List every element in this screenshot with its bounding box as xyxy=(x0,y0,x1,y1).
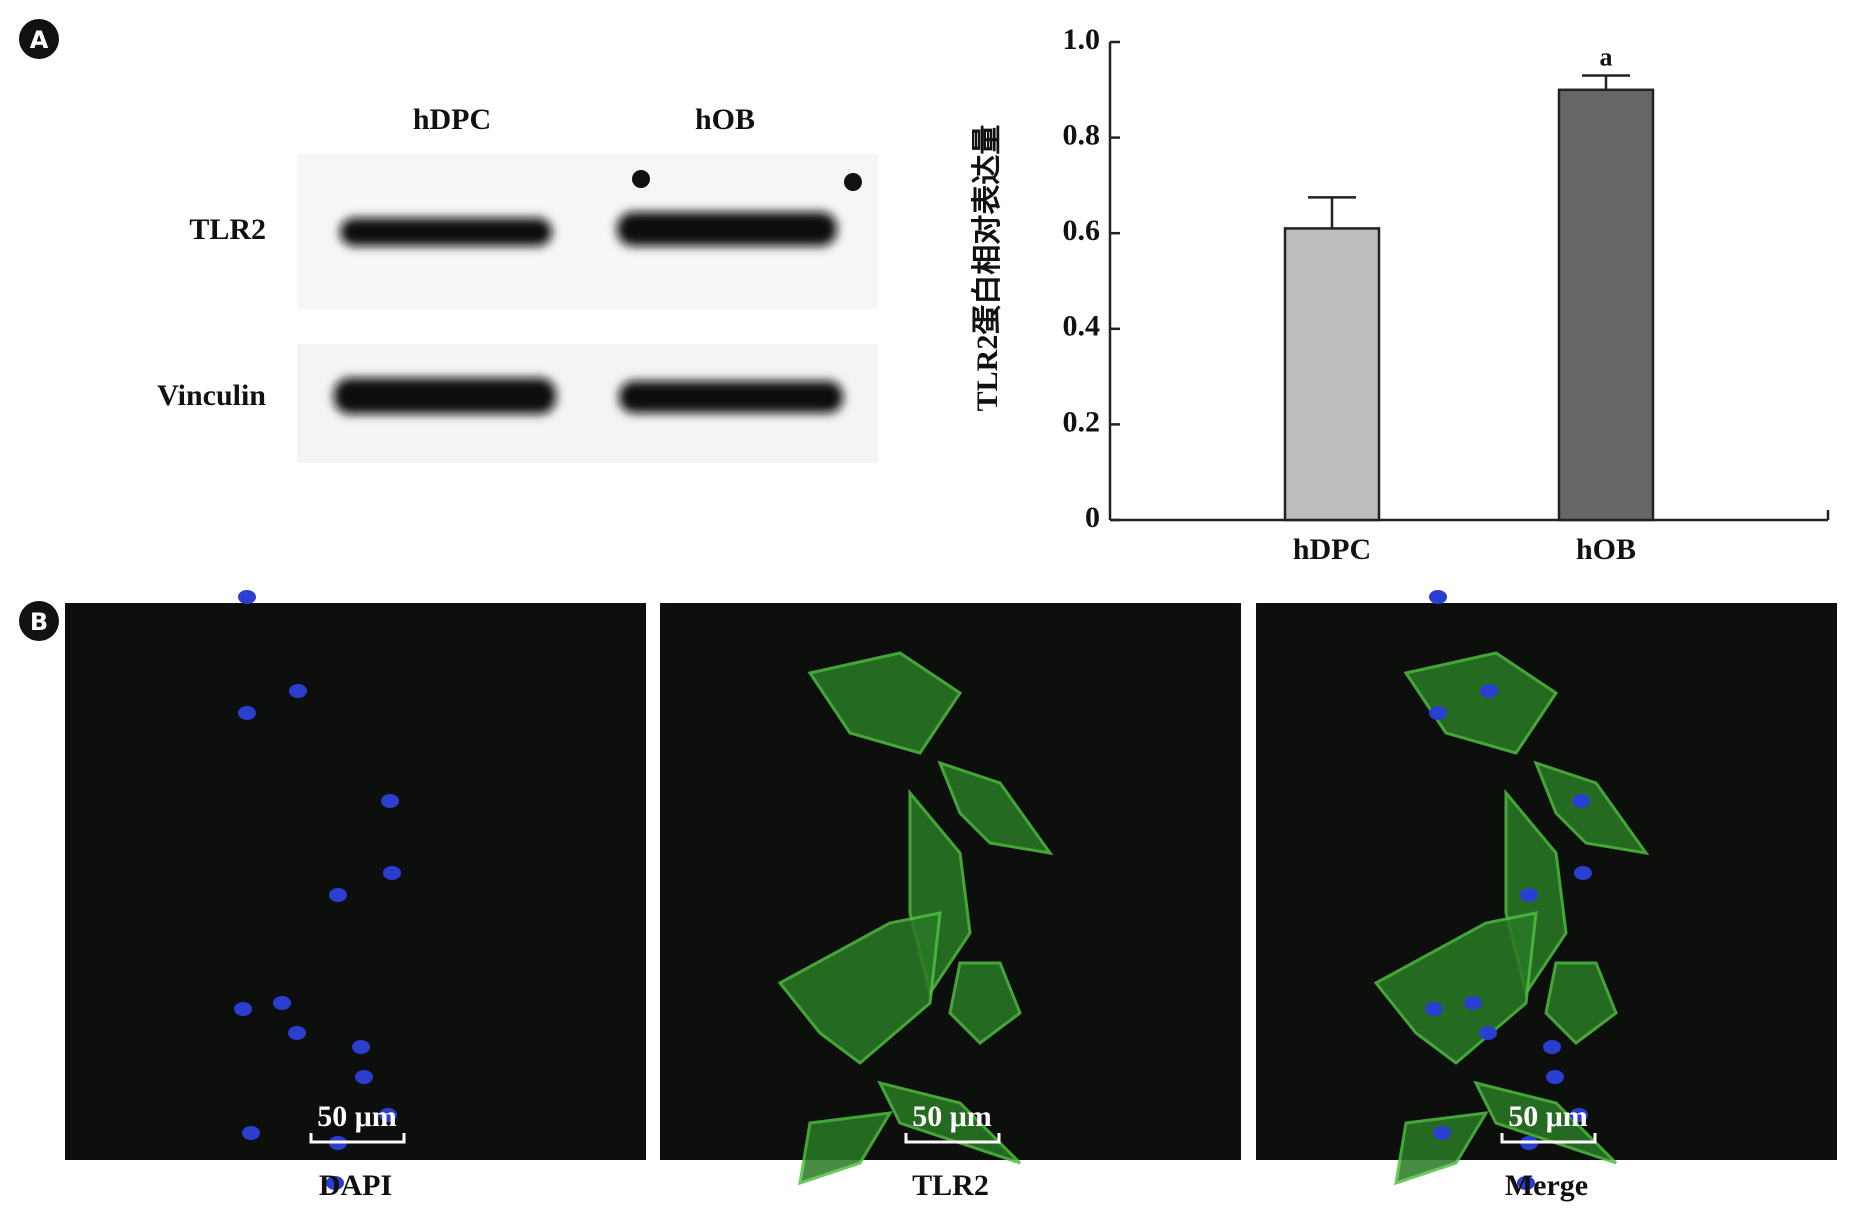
cell xyxy=(1533,760,1650,856)
row-label: TLR2 xyxy=(189,213,266,246)
y-tick-label: 1.0 xyxy=(1063,23,1101,56)
scale-bar xyxy=(1500,1133,1597,1144)
panel-label: B xyxy=(30,608,48,636)
x-tick-label: hDPC xyxy=(1293,533,1371,566)
micrograph xyxy=(65,603,646,1160)
cell xyxy=(948,961,1022,1045)
panel-badge xyxy=(19,601,59,641)
cell xyxy=(807,651,963,755)
band xyxy=(340,218,552,246)
error-bar xyxy=(1582,74,1630,90)
nucleus xyxy=(381,794,399,808)
panel-label: A xyxy=(30,26,49,54)
band xyxy=(617,212,837,246)
nucleus xyxy=(352,1040,370,1054)
error-bar xyxy=(1308,196,1356,229)
nucleus xyxy=(329,888,347,902)
cell xyxy=(937,760,1054,856)
band xyxy=(619,381,843,413)
microscopy: 50 μm DAPI 50 μm TLR2 50 μm Merge xyxy=(65,590,1837,1202)
nucleus xyxy=(1429,590,1447,604)
cells xyxy=(777,651,1054,1186)
cells xyxy=(1373,590,1650,1190)
panel-caption: Merge xyxy=(1505,1169,1588,1202)
nucleus xyxy=(1543,1040,1561,1054)
nucleus xyxy=(1429,706,1447,720)
panel-caption: DAPI xyxy=(319,1169,392,1202)
nucleus xyxy=(383,866,401,880)
x-tick-label: hOB xyxy=(1576,533,1636,566)
bar xyxy=(1283,227,1381,522)
y-tick-label: 0.2 xyxy=(1063,405,1101,438)
cell xyxy=(1394,1111,1489,1186)
scale-bar xyxy=(309,1133,406,1144)
nucleus xyxy=(238,590,256,604)
nucleus xyxy=(1570,1108,1588,1122)
scale-bar-label: 50 μm xyxy=(912,1100,992,1133)
cell xyxy=(798,1111,893,1186)
nucleus xyxy=(242,1126,260,1140)
y-tick-label: 0.8 xyxy=(1063,118,1101,151)
nucleus xyxy=(1425,1002,1443,1016)
nucleus xyxy=(1479,1026,1497,1040)
row-label: Vinculin xyxy=(157,379,266,412)
blot-spot xyxy=(632,170,650,188)
blot-bands xyxy=(334,212,843,414)
blot-spot xyxy=(844,173,862,191)
nucleus xyxy=(288,1026,306,1040)
scale-bar-label: 50 μm xyxy=(317,1100,397,1133)
nucleus xyxy=(326,1176,344,1190)
y-tick-label: 0.6 xyxy=(1063,214,1101,247)
bar-chart: 0 0.2 0.4 0.6 0.8 1.0 hDPC hOB a xyxy=(1063,23,1830,566)
nucleus xyxy=(1433,1126,1451,1140)
cells xyxy=(234,590,401,1190)
nucleus xyxy=(273,996,291,1010)
scale-bar xyxy=(904,1133,1001,1144)
nucleus xyxy=(1464,996,1482,1010)
nucleus xyxy=(1520,888,1538,902)
lane-label: hOB xyxy=(695,103,755,136)
nucleus xyxy=(238,706,256,720)
panel-caption: TLR2 xyxy=(912,1169,989,1202)
significance-label: a xyxy=(1600,42,1613,71)
nucleus xyxy=(1480,684,1498,698)
bar xyxy=(1557,88,1655,522)
nucleus xyxy=(379,1108,397,1122)
lane-label: hDPC xyxy=(413,103,491,136)
y-tick-label: 0.4 xyxy=(1063,310,1101,343)
nucleus xyxy=(234,1002,252,1016)
nucleus xyxy=(1517,1176,1535,1190)
band xyxy=(334,378,556,414)
scale-bar-label: 50 μm xyxy=(1508,1100,1588,1133)
nucleus xyxy=(1574,866,1592,880)
cell xyxy=(1403,651,1559,755)
y-tick-label: 0 xyxy=(1085,501,1100,534)
nucleus xyxy=(355,1070,373,1084)
cell xyxy=(1544,961,1618,1045)
cell xyxy=(1373,911,1538,1065)
nucleus xyxy=(1546,1070,1564,1084)
nucleus xyxy=(1572,794,1590,808)
cell xyxy=(777,911,942,1065)
panel-badge xyxy=(19,19,59,59)
nucleus xyxy=(289,684,307,698)
y-axis-label: TLR2蛋白相对表达量 xyxy=(971,125,1004,412)
